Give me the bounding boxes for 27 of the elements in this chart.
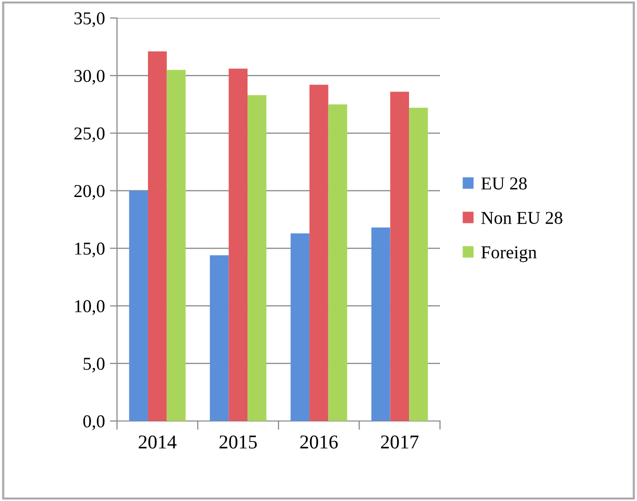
x-tick-label: 2014 bbox=[138, 435, 177, 449]
y-tick-label: 20,0 bbox=[74, 184, 105, 200]
y-tick-label: 25,0 bbox=[74, 127, 105, 142]
legend-label: EU 28 bbox=[481, 177, 527, 190]
bar bbox=[371, 228, 390, 421]
bar bbox=[409, 108, 428, 421]
x-tick-label: 2016 bbox=[300, 435, 338, 449]
bar bbox=[290, 233, 310, 421]
bar bbox=[390, 92, 410, 421]
x-tick-label: 2015 bbox=[220, 435, 257, 449]
y-tick-label: 0,0 bbox=[83, 415, 105, 430]
y-tick-label: 5,0 bbox=[84, 358, 105, 372]
legend-label: Foreign bbox=[481, 246, 537, 262]
bar bbox=[248, 95, 266, 421]
legend-label: Non EU 28 bbox=[481, 212, 562, 224]
bar bbox=[166, 70, 186, 421]
bar bbox=[148, 51, 167, 421]
bar bbox=[228, 68, 248, 421]
y-tick-label: 10,0 bbox=[75, 300, 105, 315]
bar bbox=[309, 84, 328, 421]
y-tick-label: 30,0 bbox=[74, 70, 105, 85]
bar bbox=[328, 104, 348, 421]
y-tick-label: 15,0 bbox=[75, 242, 105, 258]
bar bbox=[210, 255, 229, 421]
bar bbox=[129, 190, 148, 421]
x-tick-label: 2017 bbox=[381, 435, 419, 449]
y-tick-label: 35,0 bbox=[74, 12, 105, 28]
